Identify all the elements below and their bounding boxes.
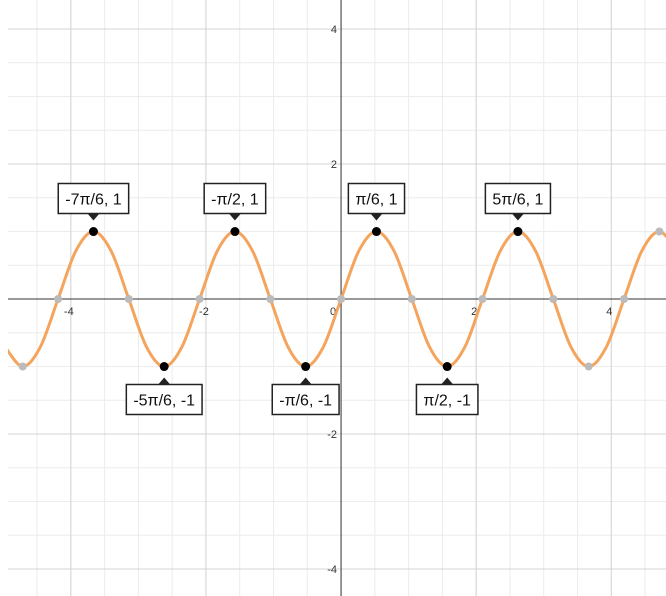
x-tick-label: -4 — [64, 306, 74, 318]
x-tick-label: 4 — [606, 306, 612, 318]
point — [54, 295, 63, 304]
point-label-text: 5π/6, 1 — [492, 192, 543, 209]
point — [549, 295, 558, 304]
point-label: 5π/6, 1 — [484, 182, 552, 221]
x-tick-label: 0 — [330, 306, 336, 318]
point-label-text: -7π/6, 1 — [65, 192, 122, 209]
point — [584, 362, 593, 371]
point — [620, 295, 629, 304]
point — [655, 227, 664, 236]
label-box — [125, 383, 203, 416]
label-pointer — [299, 377, 312, 385]
point-label: π/6, 1 — [347, 182, 406, 221]
label-box — [271, 383, 340, 416]
label-box — [484, 182, 552, 215]
point-label: -5π/6, -1 — [125, 377, 203, 416]
point-label-text: π/6, 1 — [355, 192, 397, 209]
point-label-text: -π/6, -1 — [279, 393, 332, 410]
point — [407, 295, 416, 304]
point-label: -7π/6, 1 — [57, 182, 130, 221]
point — [478, 295, 487, 304]
point-label-text: π/2, -1 — [423, 393, 471, 410]
point-label: -π/2, 1 — [203, 182, 267, 221]
label-box — [203, 182, 267, 215]
labeled-point — [230, 227, 240, 237]
y-tick-label: -4 — [327, 564, 337, 576]
point — [266, 295, 275, 304]
label-pointer — [441, 377, 454, 385]
y-tick-label: -2 — [327, 429, 337, 441]
point — [337, 295, 346, 304]
labeled-point — [371, 227, 381, 237]
label-box — [57, 182, 130, 215]
label-pointer — [370, 213, 383, 221]
point-label-text: -5π/6, -1 — [133, 393, 195, 410]
labeled-point — [301, 362, 311, 372]
point — [18, 362, 27, 371]
label-pointer — [87, 213, 100, 221]
point — [124, 295, 133, 304]
label-pointer — [158, 377, 171, 385]
labeled-point — [159, 362, 169, 372]
point — [195, 295, 204, 304]
label-box — [347, 182, 406, 215]
labeled-point — [442, 362, 452, 372]
point-label: π/2, -1 — [415, 377, 479, 416]
labeled-point — [88, 227, 98, 237]
x-tick-label: -2 — [199, 306, 209, 318]
y-tick-label: 4 — [331, 24, 337, 36]
labeled-point — [513, 227, 523, 237]
label-pointer — [511, 213, 524, 221]
x-tick-label: 2 — [471, 306, 477, 318]
plot-area — [8, 227, 666, 372]
y-tick-label: 2 — [331, 159, 337, 171]
point-label: -π/6, -1 — [271, 377, 340, 416]
label-box — [415, 383, 479, 416]
labels: -7π/6, 1 -5π/6, -1 -π/2, 1 -π/6, -1 π/6, 1 π/… — [57, 182, 552, 416]
point-label-text: -π/2, 1 — [211, 192, 259, 209]
label-pointer — [228, 213, 241, 221]
